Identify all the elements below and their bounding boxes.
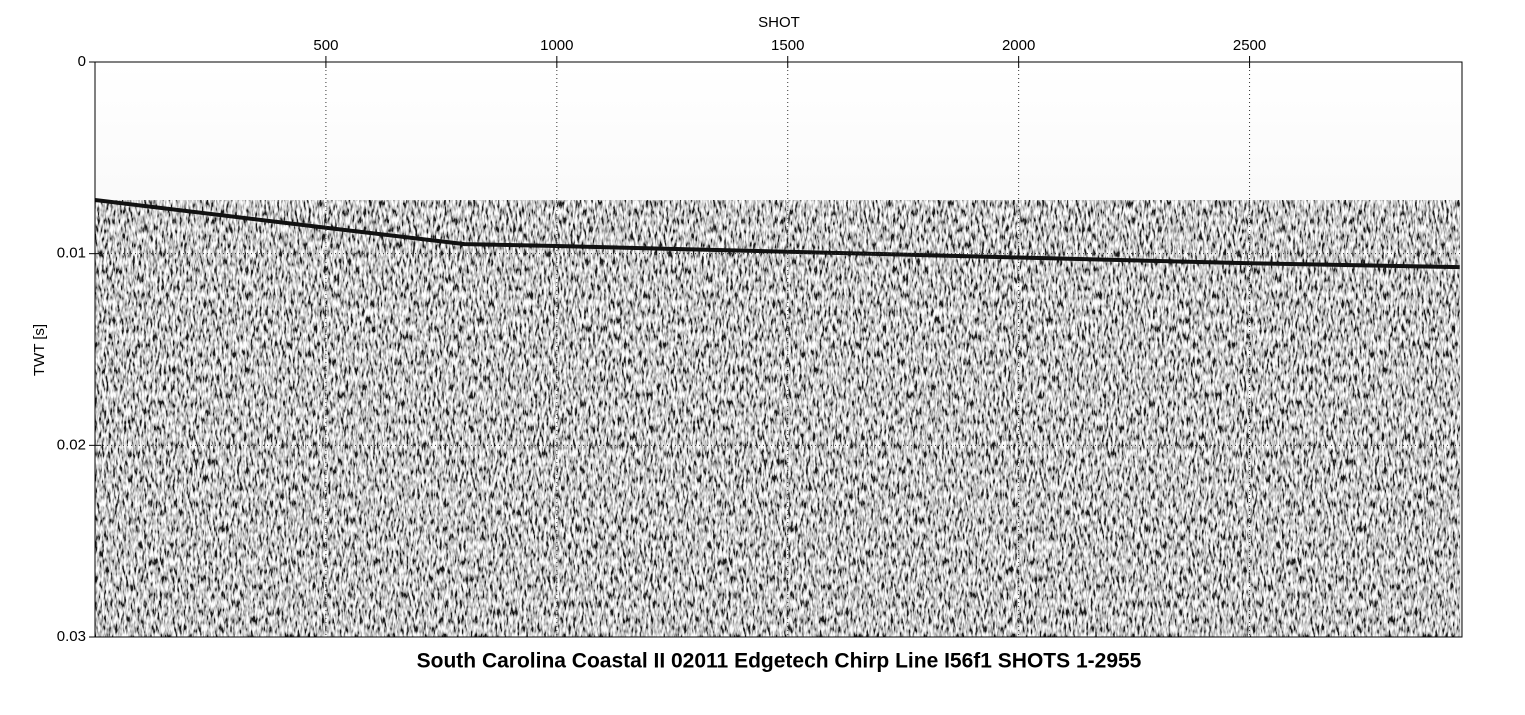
plot-area	[95, 198, 1460, 637]
y-tick-label: 0.03	[57, 628, 86, 645]
y-tick-label: 0.02	[57, 436, 86, 453]
x-axis-label: SHOT	[758, 14, 800, 31]
x-tick-label: 1500	[771, 37, 804, 54]
y-tick-label: 0.01	[57, 245, 86, 262]
sediment-area	[95, 200, 1460, 637]
x-tick-label: 1000	[540, 37, 573, 54]
seafloor-line	[95, 198, 1460, 270]
y-axis-label: TWT [s]	[31, 324, 48, 376]
chart-title: South Carolina Coastal II 02011 Edgetech…	[417, 650, 1142, 673]
x-tick-label: 2000	[1002, 37, 1035, 54]
x-tick-label: 500	[313, 37, 338, 54]
y-tick-label: 0	[78, 53, 86, 70]
plot-frame	[94, 61, 1463, 638]
x-tick-label: 2500	[1233, 37, 1266, 54]
